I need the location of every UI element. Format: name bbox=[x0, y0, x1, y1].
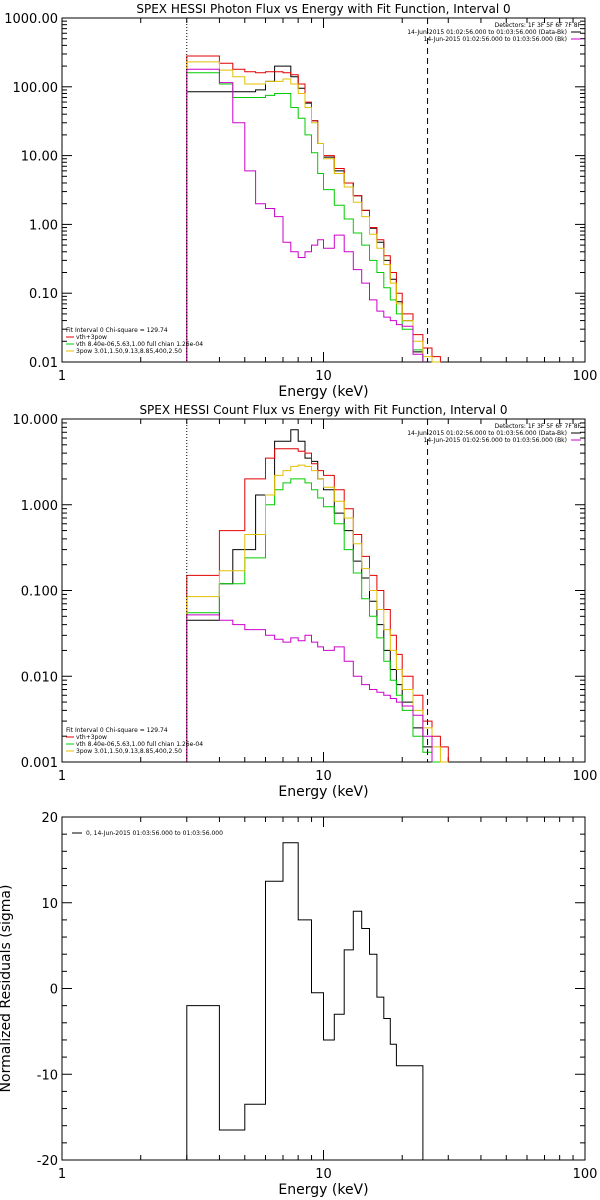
legend-bottom-text: vth+3pow bbox=[76, 334, 107, 341]
series-1-line bbox=[186, 842, 432, 1161]
chart-panel-1: 1 10 100 Energy (keV) 0.01 0.10 1.00 10.00 100.0… bbox=[4, 2, 597, 400]
x-tick-label: 1 bbox=[58, 1167, 66, 1182]
y-tick-label: 0.100 bbox=[21, 585, 58, 600]
legend-bottom-text: 3pow 3.01,1.50,9.13,8.85,400,2.50 bbox=[76, 748, 182, 755]
series-4-line bbox=[186, 464, 449, 763]
y-tick-label: 0.10 bbox=[29, 287, 58, 302]
legend-top-text: 14-Jun-2015 01:02:56.000 to 01:03:56.000… bbox=[424, 36, 567, 43]
x-tick-label: 1 bbox=[58, 769, 66, 784]
y-tick-label: 0.010 bbox=[21, 670, 58, 685]
y-tick-label: 100.00 bbox=[13, 81, 59, 96]
x-tick-label: 1 bbox=[58, 369, 66, 384]
series-3-line bbox=[186, 478, 441, 763]
y-tick-label: 1000.00 bbox=[4, 12, 58, 27]
series-3-line bbox=[186, 72, 424, 362]
y-tick-label: 0 bbox=[50, 983, 58, 998]
legend-bottom-text: Fit Interval 0 Chi-square = 129.74 bbox=[66, 327, 168, 334]
legend-top-text: 14-Jun-2015 01:02:56.000 to 01:03:56.000… bbox=[424, 437, 567, 444]
chart-title: SPEX HESSI Photon Flux vs Energy with Fi… bbox=[136, 2, 510, 16]
y-tick-label: 20 bbox=[41, 811, 58, 826]
y-tick-label: 0.001 bbox=[21, 756, 58, 771]
legend-bottom-text: vth 8.40e-06,5.63,1.00 full chian 1.26e-… bbox=[76, 741, 203, 748]
series-4-line bbox=[186, 61, 441, 363]
series-1-line bbox=[186, 429, 433, 762]
legend-bottom-text: vth 8.40e-06,5.63,1.00 full chian 1.26e-… bbox=[76, 341, 203, 348]
y-tick-label: 10.00 bbox=[21, 150, 58, 165]
axes-frame bbox=[61, 816, 586, 1161]
chart-panel-2: 1 10 100 Energy (keV) 0.001 0.010 0.100 1.000 10… bbox=[13, 403, 598, 800]
y-tick-label: -10 bbox=[37, 1068, 58, 1083]
series-5-line bbox=[186, 68, 424, 362]
x-axis-label: Energy (keV) bbox=[278, 384, 368, 400]
x-axis-label: Energy (keV) bbox=[278, 1182, 368, 1198]
y-tick-label: 1.000 bbox=[21, 499, 58, 514]
chart-title: SPEX HESSI Count Flux vs Energy with Fit… bbox=[139, 403, 507, 417]
x-tick-label: 10 bbox=[315, 1167, 332, 1182]
y-axis-label: Normalized Residuals (sigma) bbox=[0, 885, 14, 1093]
y-tick-label: 10 bbox=[41, 897, 58, 912]
x-tick-label: 100 bbox=[573, 769, 598, 784]
x-axis-label: Energy (keV) bbox=[278, 784, 368, 800]
legend-top-text: Detectors: 1F 3F 5F 6F 7F 8F bbox=[495, 22, 582, 29]
y-tick-label: 10.000 bbox=[13, 413, 59, 428]
x-tick-label: 10 bbox=[315, 369, 332, 384]
series-2-line bbox=[186, 448, 449, 762]
legend-top-text: 14-Jun-2015 01:02:56.000 to 01:03:56.000… bbox=[407, 29, 567, 36]
y-tick-label: 0.01 bbox=[29, 356, 58, 371]
legend-top-text: 14-Jun-2015 01:02:56.000 to 01:03:56.000… bbox=[407, 430, 567, 437]
y-tick-label: 1.00 bbox=[29, 218, 58, 233]
legend-top-text: Detectors: 1F 3F 5F 6F 7F 8F bbox=[495, 423, 582, 430]
legend-text: 0, 14-Jun-2015 01:03:56.000 to 01:03:56.… bbox=[86, 830, 223, 837]
legend-bottom-text: vth+3pow bbox=[76, 734, 107, 741]
x-tick-label: 100 bbox=[573, 369, 598, 384]
chart-panel-3: 1 10 100 Energy (keV) -20 -10 0 10 20 Normalized … bbox=[0, 811, 597, 1198]
x-tick-label: 10 bbox=[315, 769, 332, 784]
series-5-line bbox=[186, 614, 433, 762]
y-tick-label: -20 bbox=[37, 1154, 58, 1169]
series-2-line bbox=[186, 55, 441, 362]
legend-bottom-text: Fit Interval 0 Chi-square = 129.74 bbox=[66, 727, 168, 734]
x-tick-label: 100 bbox=[573, 1167, 598, 1182]
series-1-line bbox=[186, 65, 424, 362]
legend-bottom-text: 3pow 3.01,1.50,9.13,8.85,400,2.50 bbox=[76, 348, 182, 355]
